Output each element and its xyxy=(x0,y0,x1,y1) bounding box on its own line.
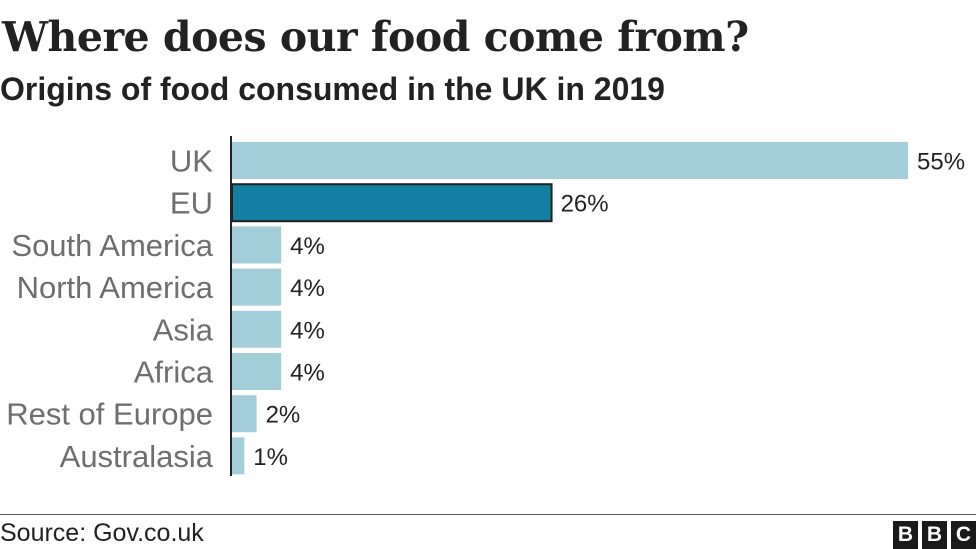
bar-australasia xyxy=(232,437,245,475)
bars-layer: UK 55% EU 26% South America 4% North America 4%… xyxy=(6,142,965,475)
value-label: 4% xyxy=(290,317,325,344)
bar-north-america xyxy=(232,268,282,306)
source-note: Source: Gov.co.uk xyxy=(0,519,204,547)
bar-africa xyxy=(232,353,282,390)
bar-eu xyxy=(231,183,553,223)
value-label: 4% xyxy=(290,360,325,387)
value-label: 1% xyxy=(253,444,288,471)
category-label: South America xyxy=(11,228,213,263)
bar-south-america xyxy=(232,226,282,264)
bbc-logo: B B C xyxy=(893,521,976,549)
bbc-logo-letter: B xyxy=(893,521,918,549)
bbc-logo-letter: B xyxy=(922,521,947,549)
category-label: Australasia xyxy=(60,439,214,474)
category-label: UK xyxy=(170,144,213,179)
category-label: EU xyxy=(170,186,213,221)
chart-title: Where does our food come from? xyxy=(2,13,749,61)
source-divider xyxy=(0,514,976,515)
value-label: 26% xyxy=(561,191,609,218)
category-label: Rest of Europe xyxy=(6,397,213,432)
value-label: 55% xyxy=(917,149,965,176)
value-label: 4% xyxy=(290,275,325,302)
chart-subtitle: Origins of food consumed in the UK in 20… xyxy=(0,71,665,107)
category-label: Africa xyxy=(134,355,214,390)
category-label: Asia xyxy=(153,312,214,347)
value-label: 4% xyxy=(290,233,325,260)
bar-rest-of-europe xyxy=(232,395,257,433)
bar-chart: UK 55% EU 26% South America 4% North America 4%… xyxy=(6,136,965,476)
bar-asia xyxy=(232,310,282,348)
bbc-logo-letter: C xyxy=(951,521,976,549)
bar-uk xyxy=(232,142,908,179)
category-label: North America xyxy=(17,270,214,305)
value-label: 2% xyxy=(266,402,301,429)
